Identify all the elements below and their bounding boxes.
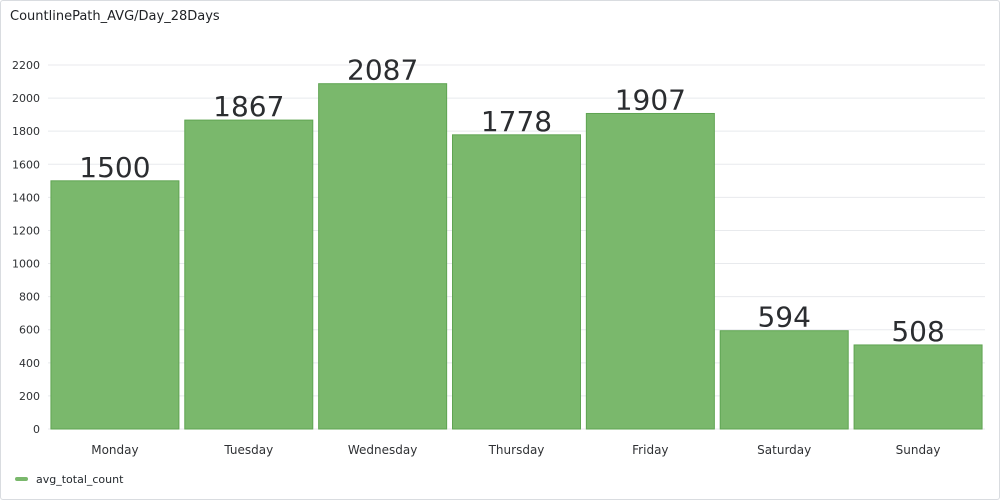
y-tick-label: 200: [19, 390, 40, 403]
y-tick-label: 800: [19, 291, 40, 304]
y-axis-ticks: 0 200 400 600 800 1000 1200 1400 1600 1800 2000 220…: [12, 59, 40, 436]
bar[interactable]: [452, 134, 581, 430]
value-label: 1778: [481, 105, 552, 138]
x-tick-label: Tuesday: [223, 443, 273, 457]
y-tick-label: 1600: [12, 158, 40, 171]
value-label: 508: [891, 315, 944, 348]
legend-label[interactable]: avg_total_count: [36, 472, 124, 486]
value-label: 2087: [347, 54, 418, 87]
bars: [50, 83, 983, 430]
bar[interactable]: [853, 344, 983, 430]
bar[interactable]: [719, 330, 849, 430]
legend[interactable]: avg_total_count: [15, 471, 123, 487]
y-tick-label: 1000: [12, 258, 40, 271]
x-tick-label: Monday: [91, 443, 138, 457]
y-tick-label: 1800: [12, 125, 40, 138]
bar[interactable]: [184, 119, 314, 430]
y-tick-label: 600: [19, 324, 40, 337]
value-label: 1867: [213, 90, 284, 123]
y-tick-label: 0: [33, 423, 40, 436]
x-axis-ticks: Monday Tuesday Wednesday Thursday Friday Satu…: [91, 443, 940, 457]
bar[interactable]: [585, 112, 715, 430]
y-tick-label: 1400: [12, 191, 40, 204]
bar[interactable]: [50, 180, 180, 430]
value-label: 1500: [79, 151, 150, 184]
value-labels: 1500 1867 2087 1778 1907 594 508: [79, 54, 945, 348]
x-tick-label: Sunday: [896, 443, 941, 457]
y-tick-label: 2200: [12, 59, 40, 72]
value-label: 1907: [615, 83, 686, 116]
bar[interactable]: [318, 83, 448, 430]
value-label: 594: [757, 301, 810, 334]
x-tick-label: Thursday: [488, 443, 545, 457]
y-tick-label: 400: [19, 357, 40, 370]
x-tick-label: Wednesday: [348, 443, 417, 457]
panel-title: CountlinePath_AVG/Day_28Days: [10, 9, 220, 24]
legend-swatch: [15, 477, 28, 481]
y-tick-label: 2000: [12, 92, 40, 105]
x-tick-label: Saturday: [757, 443, 811, 457]
x-tick-label: Friday: [632, 443, 668, 457]
y-tick-label: 1200: [12, 224, 40, 237]
